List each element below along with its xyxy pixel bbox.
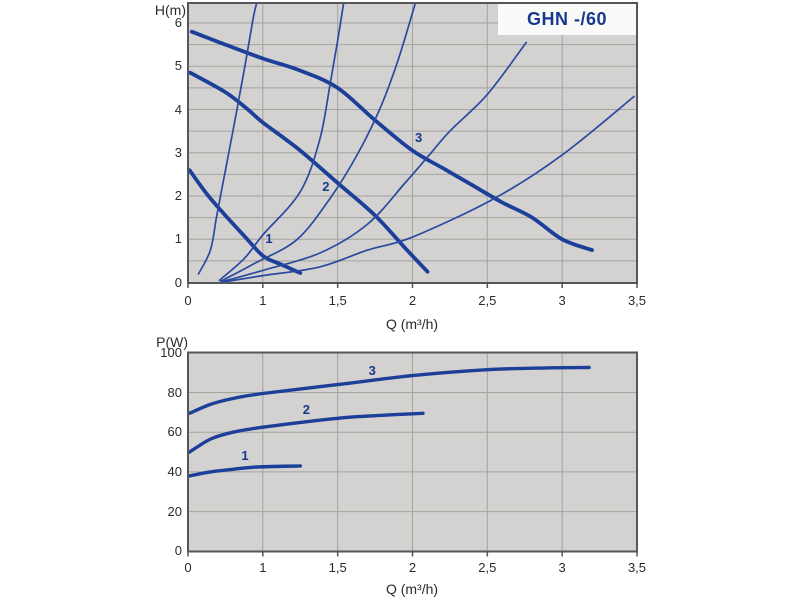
power-curve-1-label: 1 bbox=[241, 448, 249, 463]
system-curve-d bbox=[221, 41, 528, 283]
head-chart-title: GHN -/60 bbox=[526, 9, 608, 29]
power-curve-3 bbox=[188, 365, 591, 415]
pump-curve-2 bbox=[188, 70, 430, 274]
pump-curve-1-label: 1 bbox=[265, 231, 273, 247]
system-curve-b bbox=[218, 3, 345, 282]
power-curve-3-label: 3 bbox=[368, 362, 376, 378]
head-chart-y-tick-label: 4 bbox=[174, 101, 182, 117]
head-chart-y-axis-title: H(m) bbox=[154, 2, 186, 18]
power-curve-2-label: 2 bbox=[302, 401, 310, 417]
head-chart-x-tick-label: 1 bbox=[259, 293, 267, 308]
power-chart-x-tick-label: 1 bbox=[259, 560, 267, 575]
head-chart-y-tick-label: 5 bbox=[174, 58, 182, 74]
power-chart-y-tick-label: 20 bbox=[167, 503, 182, 519]
head-chart-y-tick-label: 0 bbox=[174, 274, 182, 290]
power-chart-y-tick-label: 80 bbox=[167, 384, 182, 400]
power-chart-y-tick-label: 40 bbox=[167, 463, 182, 479]
head-chart-y-tick-label: 2 bbox=[174, 188, 182, 203]
system-curve-e bbox=[221, 95, 635, 283]
power-chart-y-tick-label: 100 bbox=[160, 344, 182, 360]
pump-curve-2-label: 2 bbox=[322, 179, 330, 195]
pump-curve-1 bbox=[188, 168, 303, 275]
power-chart-y-tick-label: 60 bbox=[167, 424, 182, 440]
head-chart-x-tick-label: 1,5 bbox=[328, 293, 347, 308]
system-curve-a bbox=[197, 3, 258, 275]
head-chart-y-tick-label: 6 bbox=[174, 15, 182, 30]
system-curve-c bbox=[220, 3, 417, 283]
chart-title-box bbox=[498, 4, 636, 35]
power-chart-x-tick-label: 3,5 bbox=[627, 560, 647, 575]
pump-curve-3 bbox=[189, 29, 594, 252]
power-chart-x-tick-label: 0 bbox=[184, 560, 192, 575]
power-chart-y-axis-title: P(W) bbox=[156, 334, 188, 350]
head-chart-x-tick-label: 0 bbox=[184, 293, 192, 308]
power-chart-x-axis-title: Q (m³/h) bbox=[385, 581, 439, 597]
head-chart-x-tick-label: 3 bbox=[558, 293, 566, 308]
head-chart-x-axis-title: Q (m³/h) bbox=[385, 316, 439, 332]
head-chart-x-tick-label: 2,5 bbox=[478, 293, 497, 308]
head-chart-x-tick-label: 2 bbox=[408, 293, 417, 308]
power-chart-x-tick-label: 2,5 bbox=[478, 560, 497, 575]
pump-curve-3-label: 3 bbox=[414, 129, 423, 145]
power-curve-2 bbox=[188, 411, 425, 454]
power-chart-x-tick-label: 2 bbox=[408, 560, 417, 575]
power-chart-y-tick-label: 0 bbox=[174, 543, 182, 559]
head-chart-x-tick-label: 3,5 bbox=[627, 293, 647, 308]
power-curve-1 bbox=[188, 464, 302, 478]
head-chart-y-tick-label: 1 bbox=[174, 231, 182, 247]
power-chart-x-tick-label: 1,5 bbox=[328, 560, 347, 575]
head-chart-y-tick-label: 3 bbox=[174, 144, 182, 160]
power-chart-x-tick-label: 3 bbox=[558, 560, 566, 575]
